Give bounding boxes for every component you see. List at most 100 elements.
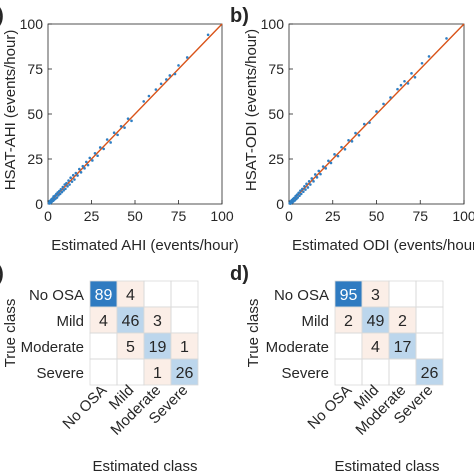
data-point xyxy=(327,159,330,163)
matrix-cell xyxy=(170,358,199,386)
x-tick-label: 50 xyxy=(369,208,385,224)
data-point xyxy=(315,176,319,179)
data-point xyxy=(307,180,311,183)
cell-value: 3 xyxy=(371,287,380,304)
x-axis-label: Estimated ODI (events/hour) xyxy=(292,237,474,254)
data-point xyxy=(147,94,151,98)
data-point xyxy=(109,141,112,144)
data-point xyxy=(98,146,102,149)
data-point xyxy=(69,176,72,180)
matrix-cell xyxy=(170,332,199,360)
x-tick-label: 0 xyxy=(285,208,293,224)
cell-value: 4 xyxy=(126,287,135,304)
plot-frame xyxy=(288,23,465,205)
data-point xyxy=(81,164,85,168)
data-point xyxy=(389,96,392,99)
data-point xyxy=(112,131,116,135)
matrix-cell xyxy=(361,332,390,360)
matrix-cell xyxy=(89,358,118,386)
cell-value: 4 xyxy=(99,313,108,330)
data-point xyxy=(292,196,296,200)
data-point xyxy=(68,183,71,186)
x-tick-label: 25 xyxy=(325,208,341,224)
data-point xyxy=(123,126,126,129)
matrix-cell xyxy=(334,358,363,386)
matrix-cell xyxy=(143,332,172,360)
data-point xyxy=(357,133,361,137)
y-axis-label: True class xyxy=(2,299,19,368)
data-point xyxy=(78,167,81,171)
data-point xyxy=(206,33,210,37)
data-point xyxy=(413,75,417,79)
x-tick-label: 75 xyxy=(412,208,428,224)
x-tick-label: 50 xyxy=(127,208,143,224)
data-point xyxy=(84,160,88,164)
cell-value: 3 xyxy=(153,313,162,330)
data-point xyxy=(333,153,336,156)
data-point xyxy=(403,79,406,83)
y-tick-label: 0 xyxy=(35,196,43,212)
data-point xyxy=(71,173,75,177)
row-label: No OSA xyxy=(29,287,84,304)
matrix-cell xyxy=(388,358,417,386)
y-tick-label: 25 xyxy=(268,151,284,167)
data-point xyxy=(55,196,59,199)
data-point xyxy=(126,117,130,120)
column-label: No OSA xyxy=(59,382,110,433)
data-point xyxy=(297,191,300,195)
data-point xyxy=(105,138,109,141)
y-tick-label: 100 xyxy=(261,16,285,32)
panel-label-a: a) xyxy=(0,5,4,27)
data-point xyxy=(319,172,322,176)
y-tick-label: 100 xyxy=(20,16,44,32)
cell-value: 17 xyxy=(394,339,412,356)
data-point xyxy=(375,110,378,113)
data-point xyxy=(305,182,308,186)
data-point xyxy=(324,167,328,170)
row-label: No OSA xyxy=(274,287,329,304)
data-point xyxy=(177,64,180,67)
matrix-cell xyxy=(89,332,118,360)
data-point xyxy=(76,174,79,177)
plot-frame xyxy=(47,23,223,205)
data-point xyxy=(301,187,304,191)
data-point xyxy=(343,147,347,151)
data-point xyxy=(88,156,92,160)
x-tick-label: 0 xyxy=(44,208,52,224)
data-point xyxy=(296,196,300,199)
y-tick-label: 25 xyxy=(27,151,43,167)
data-point xyxy=(350,140,354,143)
data-point xyxy=(73,178,76,181)
y-tick-label: 75 xyxy=(27,61,43,77)
data-point xyxy=(354,131,357,135)
y-axis-label: HSAT-ODI (events/hour) xyxy=(243,29,260,191)
data-point xyxy=(58,192,62,196)
matrix-cell xyxy=(143,280,172,308)
x-axis-label: Estimated class xyxy=(92,458,197,474)
matrix-cell xyxy=(89,306,118,334)
data-point xyxy=(329,161,333,165)
cell-value: 1 xyxy=(180,339,189,356)
y-axis-label: HSAT-AHI (events/hour) xyxy=(2,30,19,191)
data-point xyxy=(347,138,350,142)
data-point xyxy=(142,100,145,103)
matrix-cell xyxy=(334,332,363,360)
y-tick-label: 50 xyxy=(268,106,284,122)
y-tick-label: 50 xyxy=(27,106,43,122)
data-point xyxy=(362,122,366,126)
confusion-matrix-d: Estimated class True class 95 32 49 24 1726 … xyxy=(245,280,444,474)
data-point xyxy=(317,169,321,173)
data-point xyxy=(79,171,83,174)
data-point xyxy=(310,177,314,180)
matrix-cell xyxy=(116,280,145,308)
matrix-cell xyxy=(170,280,199,308)
data-point xyxy=(173,72,177,76)
cell-value: 19 xyxy=(149,339,167,356)
row-label: Severe xyxy=(281,365,329,382)
x-tick-label: 25 xyxy=(84,208,100,224)
cell-value: 89 xyxy=(95,287,113,304)
matrix-cell xyxy=(415,358,444,386)
data-point xyxy=(165,78,168,81)
matrix-cell xyxy=(415,280,444,308)
cell-value: 2 xyxy=(344,313,353,330)
